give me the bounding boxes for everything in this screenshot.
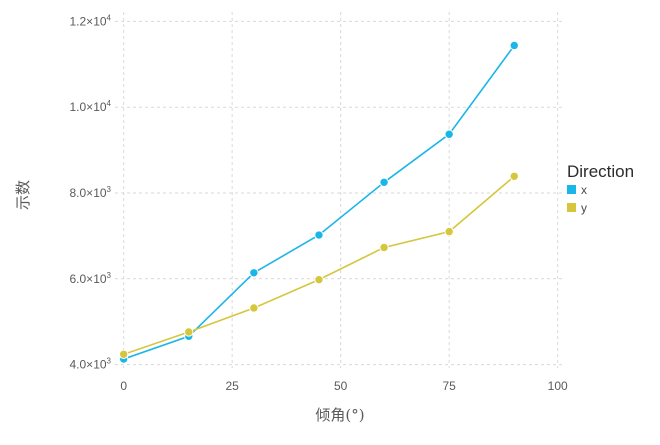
legend-title: Direction xyxy=(567,162,634,181)
y-tick-label: 4.0×103 xyxy=(70,357,112,372)
data-point-x xyxy=(444,129,454,139)
legend-swatch-y xyxy=(567,203,576,212)
data-point-x xyxy=(509,40,519,51)
x-axis-title: 倾角(°) xyxy=(315,406,364,424)
data-point-x xyxy=(379,177,389,187)
series xyxy=(118,40,519,364)
x-tick-label: 75 xyxy=(442,379,456,393)
data-point-y xyxy=(444,226,454,237)
x-tick-label: 25 xyxy=(225,379,239,393)
data-point-y xyxy=(184,327,194,337)
series-line-y xyxy=(123,175,515,356)
data-point-x xyxy=(249,268,259,278)
y-tick-label: 6.0×103 xyxy=(70,271,112,286)
grid xyxy=(115,12,562,368)
data-point-y xyxy=(249,303,259,313)
y-tick-label: 1.0×104 xyxy=(70,99,112,114)
data-point-y xyxy=(314,274,324,285)
data-point-y xyxy=(509,171,519,181)
x-tick-label: 0 xyxy=(120,379,127,393)
legend-label-x: x xyxy=(581,183,587,197)
legend: Direction xy xyxy=(567,162,634,215)
series-line-x xyxy=(123,45,515,360)
legend-label-y: y xyxy=(581,201,587,215)
axis-ticks: 0 25 50 75 100 4.0×103 6.0×103 8.0×103 1.0×104 1.… xyxy=(70,13,568,393)
data-point-y xyxy=(118,349,129,359)
legend-swatch-x xyxy=(567,185,576,194)
y-tick-label: 8.0×103 xyxy=(70,185,112,200)
data-point-y xyxy=(379,242,389,253)
data-point-x xyxy=(314,230,324,240)
y-axis-title: 示数 xyxy=(14,180,32,210)
x-tick-label: 50 xyxy=(334,379,348,393)
x-tick-label: 100 xyxy=(548,379,568,393)
y-tick-label: 1.2×104 xyxy=(70,13,112,28)
